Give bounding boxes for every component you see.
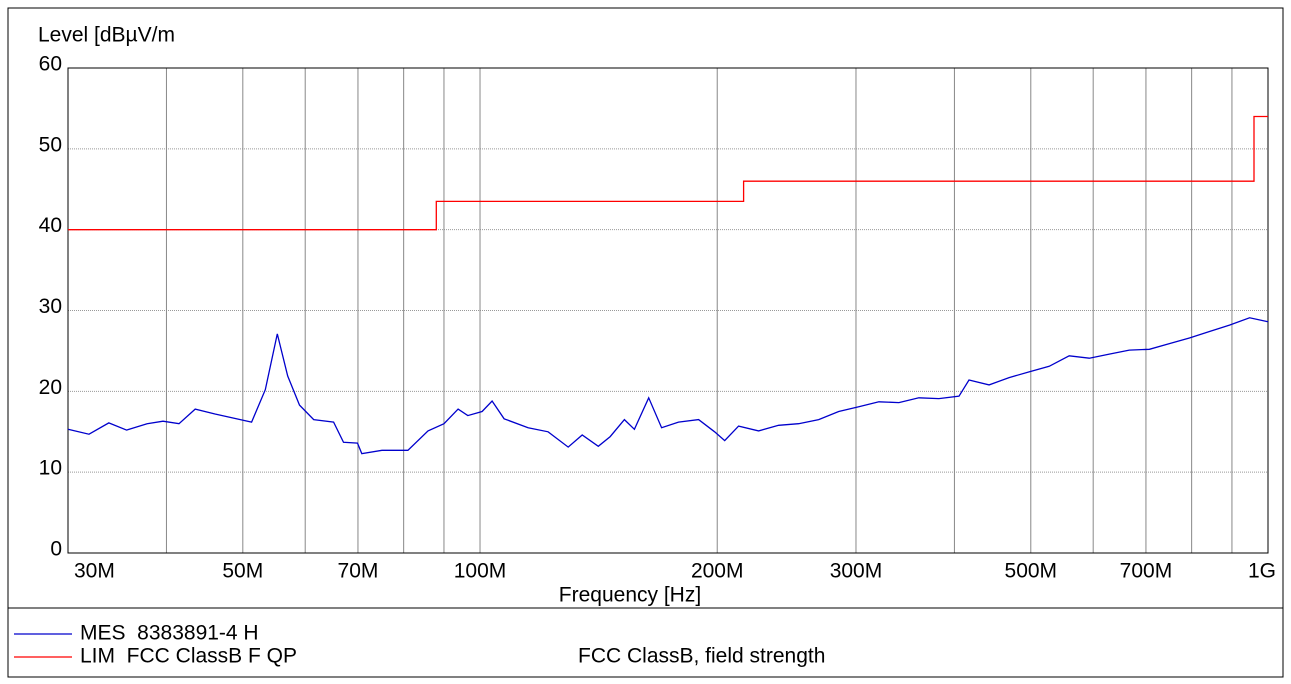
series-line [68,115,1268,231]
frame [7,7,1284,678]
x-tick-label: 300M [830,560,883,583]
x-tick-label: 100M [454,560,507,583]
legend-label: LIM FCC ClassB F QP [80,645,297,668]
legend-label: MES 8383891-4 H [80,622,259,645]
series-line [67,317,1269,455]
x-tick-label: 70M [338,560,379,583]
y-tick-label: 0 [50,538,62,561]
y-tick-label: 40 [39,214,62,237]
x-axis-label: Frequency [Hz] [559,584,701,607]
y-tick-label: 30 [39,295,62,318]
y-tick-label: 20 [39,376,62,399]
legend-description: FCC ClassB, field strength [578,645,825,668]
plot-border [67,67,1269,554]
x-tick-label: 500M [1005,560,1058,583]
y-tick-label: 60 [39,53,62,76]
y-tick-label: 10 [39,457,62,480]
x-tick-label: 1G [1248,560,1276,583]
x-tick-label: 700M [1120,560,1173,583]
x-tick-label: 200M [691,560,744,583]
x-tick-label: 30M [74,560,115,583]
y-tick-label: 50 [39,133,62,156]
y-axis-label: Level [dBµV/m [38,24,175,47]
x-tick-label: 50M [222,560,263,583]
